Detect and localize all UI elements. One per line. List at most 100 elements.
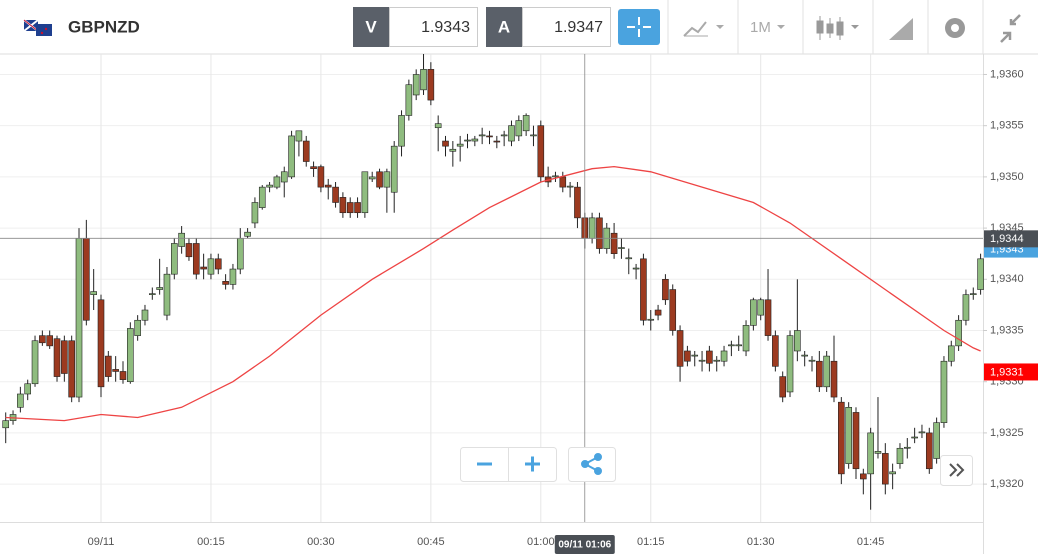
candle-body: [537, 125, 545, 178]
candle-body: [302, 140, 310, 162]
candle-body: [940, 360, 948, 423]
candle-body: [889, 471, 896, 475]
candle-body: [728, 344, 735, 347]
candle-body: [596, 217, 603, 249]
candle-body: [141, 309, 149, 321]
candle-body: [779, 376, 786, 398]
x-tick-label: 00:30: [307, 536, 335, 548]
candle-body: [925, 432, 933, 470]
candle-body: [119, 371, 127, 380]
ask-price: 1.9347: [554, 19, 603, 36]
candle-body: [933, 422, 940, 459]
candle-body: [684, 350, 691, 362]
candle-body: [640, 258, 647, 321]
scroll-end-icon: [949, 463, 965, 477]
ask-label: A: [498, 17, 510, 36]
y-tick-label: 1,9350: [990, 171, 1024, 183]
candle-body: [324, 184, 332, 188]
candle-body: [977, 258, 984, 290]
flag-icon: [23, 19, 52, 36]
candle-body: [947, 345, 955, 362]
candle-body: [574, 186, 581, 219]
share-button[interactable]: [581, 453, 602, 475]
candle-body: [317, 166, 325, 188]
candle-body: [24, 383, 32, 395]
candle-body: [31, 340, 39, 385]
candle-body: [720, 350, 728, 362]
crosshair-time-label: 09/11 01:06: [558, 540, 611, 551]
ask-box: [522, 7, 611, 47]
candle-body: [75, 238, 83, 398]
x-tick-label: 01:15: [637, 536, 665, 548]
chart-type-button[interactable]: [683, 21, 724, 37]
candle-body: [280, 171, 288, 183]
symbol: GBPNZD: [68, 17, 140, 36]
candle-body: [354, 202, 361, 214]
candle-body: [618, 247, 625, 249]
candle-body: [750, 299, 757, 326]
candle-body: [383, 171, 391, 188]
candle-body: [742, 325, 750, 352]
candle-body: [376, 171, 383, 188]
candle-body: [515, 120, 523, 137]
candle-body: [390, 145, 398, 193]
y-tick-label: 1,9320: [990, 478, 1024, 490]
candle-body: [405, 84, 413, 116]
candle-body: [258, 186, 266, 208]
candle-body: [222, 281, 229, 285]
bid-price: 1.9343: [421, 19, 470, 36]
candle-body: [794, 330, 801, 352]
x-tick-label: 01:00: [527, 536, 555, 548]
candle-body: [420, 69, 427, 91]
candle-body: [772, 335, 779, 367]
candle-body: [874, 451, 882, 454]
settings-button[interactable]: [945, 18, 965, 38]
candle-body: [83, 238, 90, 321]
drawing-button[interactable]: [889, 18, 913, 40]
candle-body: [17, 393, 24, 408]
zoom-in[interactable]: [525, 456, 540, 472]
crosshair-button[interactable]: [618, 9, 660, 45]
y-tick-label: 1,9360: [990, 68, 1024, 80]
candle-body: [676, 330, 684, 367]
candle-body: [449, 148, 457, 152]
candle-body: [97, 299, 105, 388]
candle-body: [764, 299, 772, 336]
candle-body: [522, 115, 530, 132]
candle-body: [427, 69, 435, 101]
candle-body: [112, 369, 119, 372]
collapse-button[interactable]: [1000, 14, 1021, 43]
overlays: [0, 54, 983, 522]
candle-body: [53, 338, 61, 377]
ask-button[interactable]: [486, 7, 522, 47]
timeframe[interactable]: 1M: [750, 19, 771, 36]
candle-style-button[interactable]: [816, 16, 859, 40]
candle-body: [464, 139, 471, 142]
x-tick-label: 01:45: [857, 536, 885, 548]
candle-body: [500, 134, 508, 137]
candle-body: [691, 354, 699, 357]
candle-body: [273, 176, 281, 188]
candle-body: [61, 340, 68, 374]
candle-body: [288, 135, 295, 178]
candle-body: [566, 185, 574, 188]
candle-body: [801, 354, 808, 357]
candle-body: [251, 202, 259, 224]
candle-body: [192, 243, 200, 275]
candle-body: [310, 166, 317, 169]
candle-body: [149, 293, 156, 295]
candle-body: [918, 431, 926, 434]
x-tick-label: 01:30: [747, 536, 775, 548]
candle-body: [625, 257, 633, 260]
candle-body: [368, 176, 376, 180]
candle-body: [757, 299, 765, 316]
candle-body: [610, 232, 618, 254]
y-tick-label: 1,9355: [990, 120, 1024, 132]
toolbar-dividers: [667, 0, 984, 54]
bid-button[interactable]: [353, 7, 389, 47]
candle-body: [669, 289, 677, 331]
candle-body: [105, 355, 112, 377]
candle-body: [698, 359, 706, 362]
x-tick-label: 00:45: [417, 536, 445, 548]
candle-body: [2, 420, 10, 429]
